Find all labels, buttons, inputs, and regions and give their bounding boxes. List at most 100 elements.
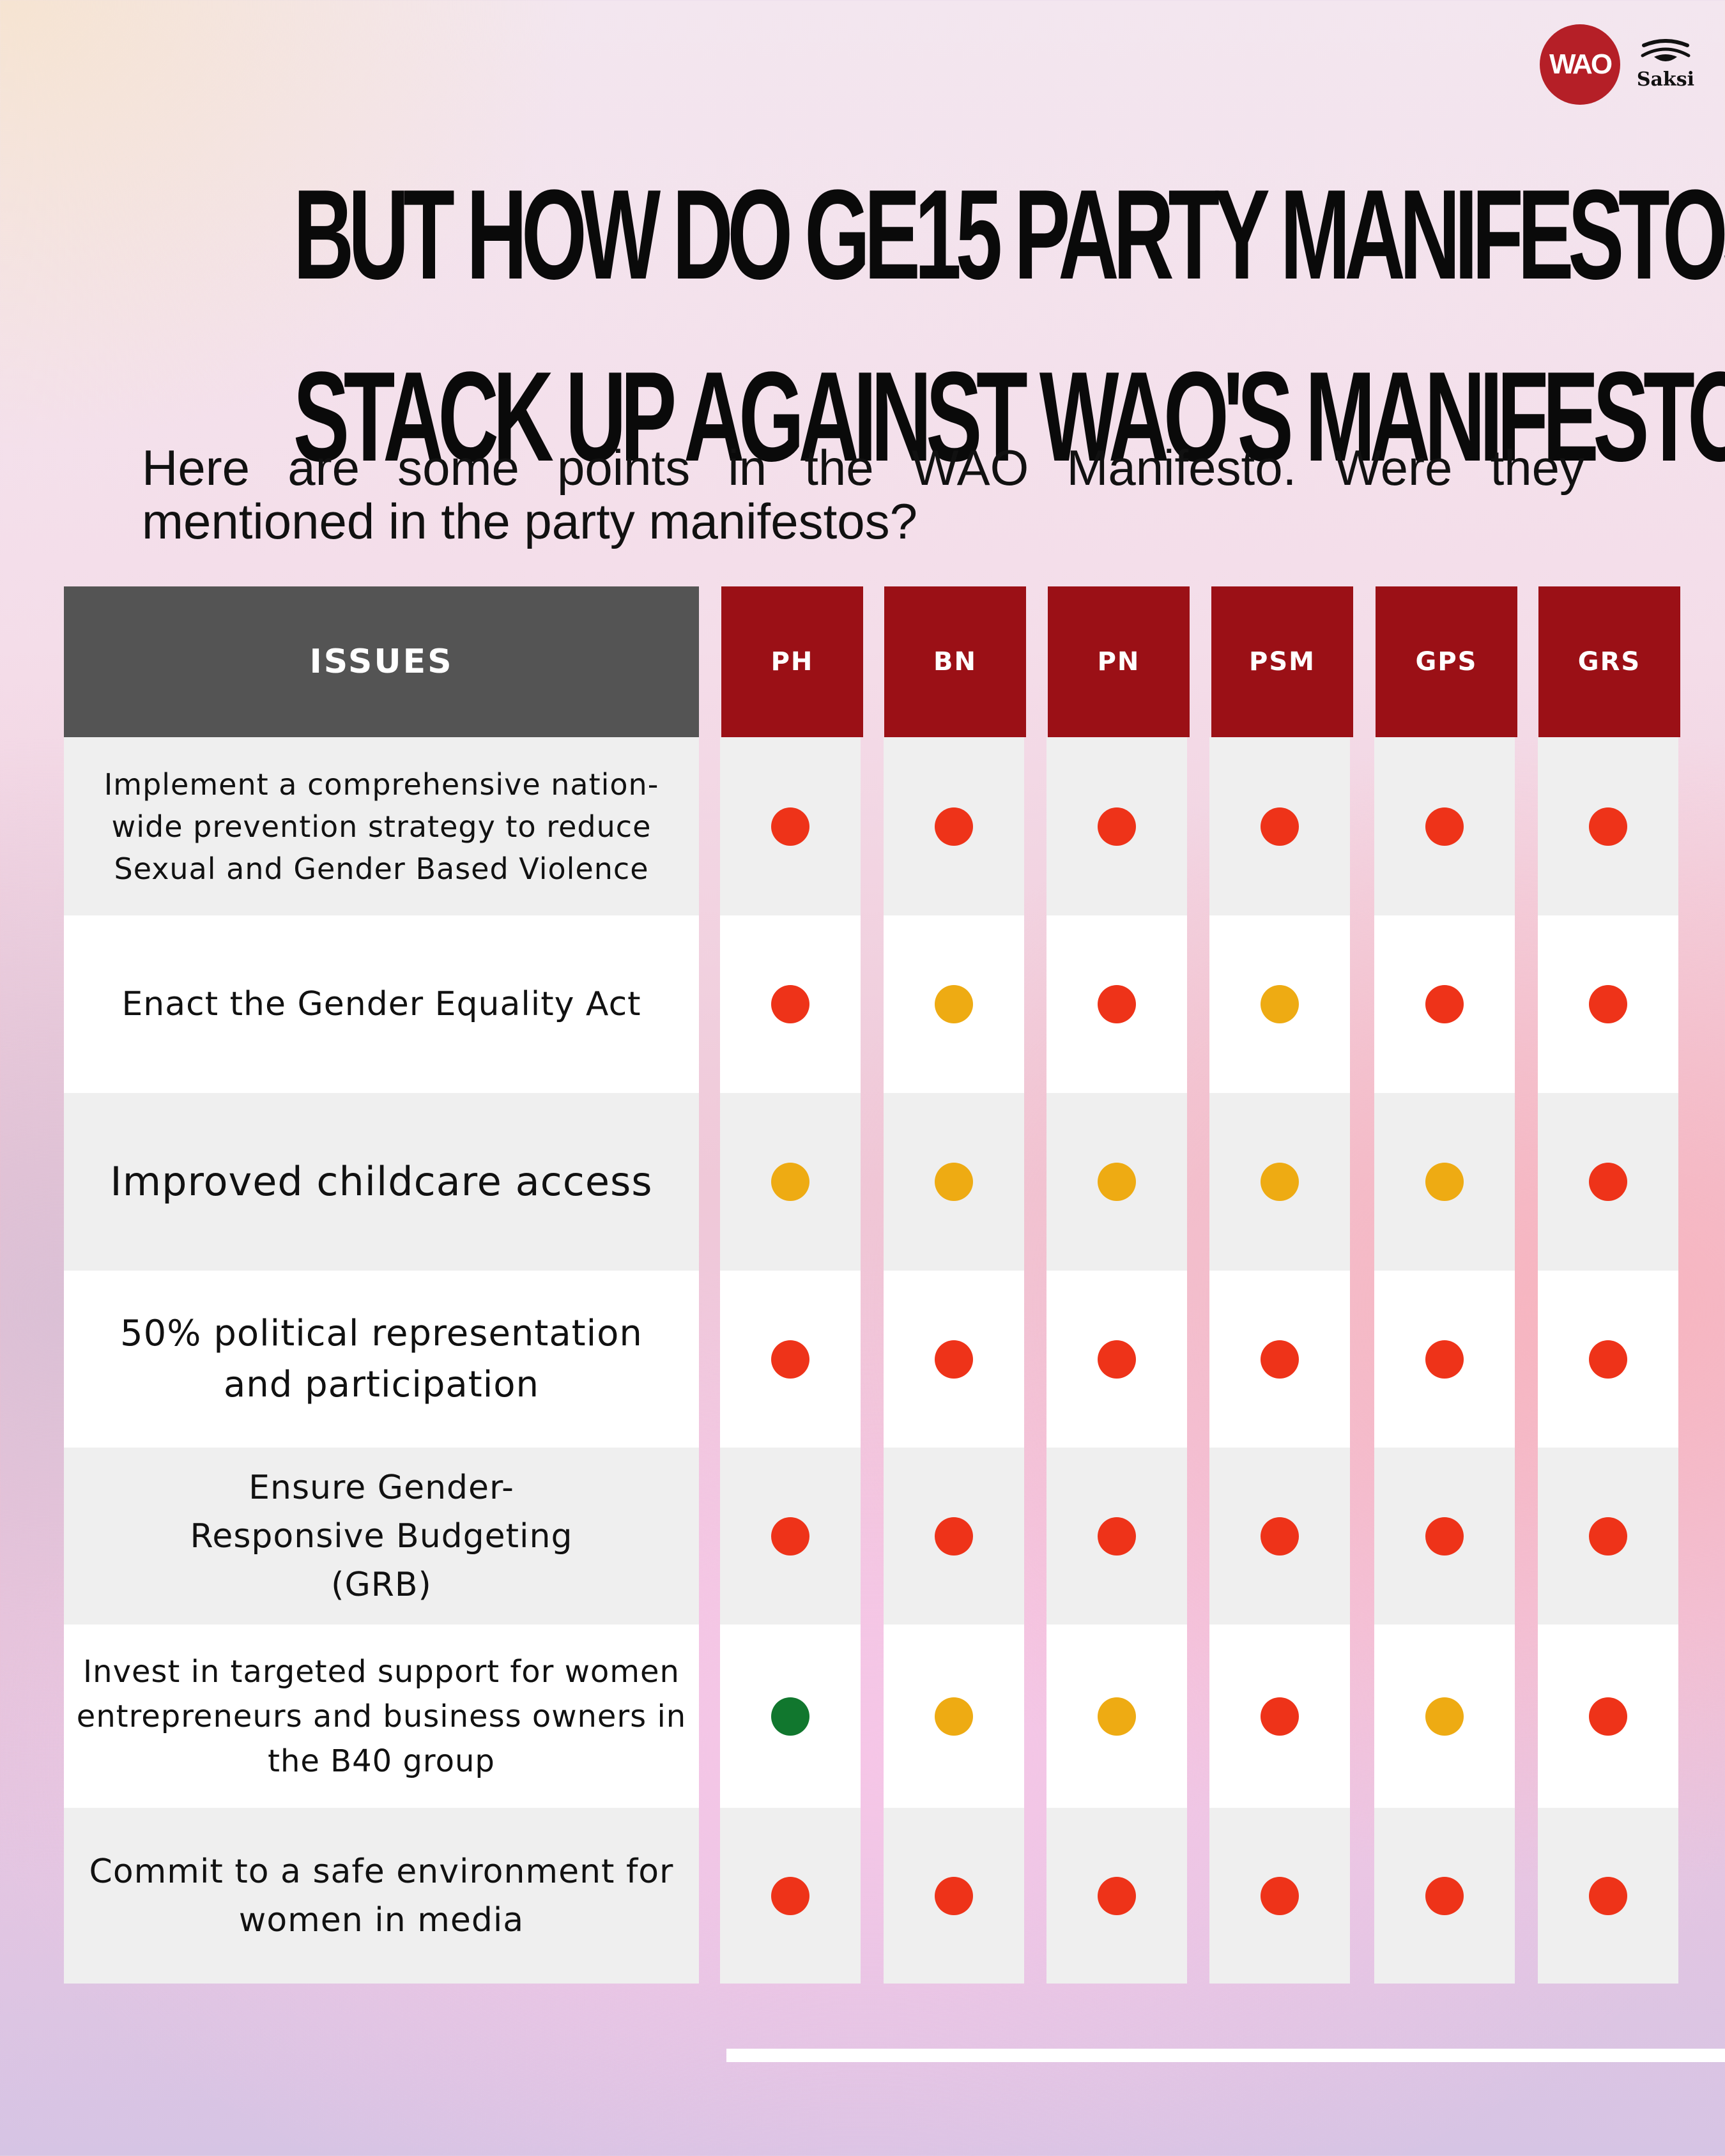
- status-cell-pn: [1046, 737, 1187, 915]
- status-cell-ph: [720, 1271, 861, 1448]
- status-dot-red: [1589, 1697, 1627, 1736]
- issue-text: 50% political representation and partici…: [120, 1312, 643, 1405]
- issue-cell: Commit to a safe environment for women i…: [64, 1808, 699, 1984]
- issue-cell: Ensure Gender-Responsive Budgeting (GRB): [64, 1448, 699, 1625]
- status-cell-bn: [884, 1271, 1024, 1448]
- status-cell-pn: [1046, 1271, 1187, 1448]
- status-cell-psm: [1209, 1625, 1350, 1808]
- status-cell-grs: [1538, 1271, 1678, 1448]
- saksi-logo-text: Saksi: [1636, 68, 1694, 91]
- status-cell-pn: [1046, 1625, 1187, 1808]
- status-dot-red: [1589, 1876, 1627, 1915]
- issue-cell: 50% political representation and partici…: [64, 1271, 699, 1448]
- issue-text: Improved childcare access: [110, 1158, 653, 1205]
- status-cell-pn: [1046, 1448, 1187, 1625]
- status-dot-red: [1425, 807, 1464, 846]
- status-cell-grs: [1538, 737, 1678, 915]
- status-cell-psm: [1209, 737, 1350, 915]
- status-dot-red: [935, 1876, 973, 1915]
- issue-text: Ensure Gender-Responsive Budgeting (GRB): [190, 1468, 573, 1604]
- status-dot-red: [1425, 1517, 1464, 1556]
- status-dot-red: [935, 807, 973, 846]
- status-dot-red: [771, 807, 809, 846]
- status-cell-ph: [720, 1625, 861, 1808]
- issue-text: Commit to a safe environment for women i…: [89, 1852, 674, 1939]
- status-dot-red: [1589, 1340, 1627, 1379]
- status-cell-pn: [1046, 1808, 1187, 1984]
- status-dot-red: [935, 1340, 973, 1379]
- issue-text: Invest in targeted support for women ent…: [76, 1653, 687, 1779]
- status-dot-red: [771, 1876, 809, 1915]
- status-dot-red: [1261, 1340, 1299, 1379]
- status-cell-bn: [884, 1625, 1024, 1808]
- wao-logo-text: WAO: [1549, 49, 1612, 80]
- status-cell-grs: [1538, 1625, 1678, 1808]
- status-dot-yellow: [935, 1163, 973, 1201]
- status-dot-yellow: [771, 1163, 809, 1201]
- status-dot-yellow: [935, 985, 973, 1023]
- status-cell-ph: [720, 1448, 861, 1625]
- status-cell-gps: [1374, 737, 1515, 915]
- status-dot-red: [1425, 1340, 1464, 1379]
- status-cell-ph: [720, 1093, 861, 1271]
- status-dot-yellow: [1261, 985, 1299, 1023]
- status-dot-yellow: [1425, 1163, 1464, 1201]
- status-dot-yellow: [1098, 1697, 1136, 1736]
- status-dot-red: [935, 1517, 973, 1556]
- status-dot-red: [1098, 1340, 1136, 1379]
- party-header-ph: PH: [721, 586, 863, 737]
- status-cell-gps: [1374, 1271, 1515, 1448]
- party-header-psm: PSM: [1211, 586, 1353, 737]
- status-dot-red: [771, 1517, 809, 1556]
- status-cell-pn: [1046, 915, 1187, 1093]
- status-dot-red: [1098, 985, 1136, 1023]
- issue-cell: Invest in targeted support for women ent…: [64, 1625, 699, 1808]
- party-header-bn: BN: [884, 586, 1026, 737]
- saksi-logo: Saksi: [1636, 38, 1694, 91]
- status-cell-gps: [1374, 1093, 1515, 1271]
- status-cell-bn: [884, 1808, 1024, 1984]
- status-cell-psm: [1209, 1271, 1350, 1448]
- status-dot-red: [1589, 807, 1627, 846]
- status-dot-red: [771, 985, 809, 1023]
- issues-header: ISSUES: [64, 586, 699, 737]
- status-cell-bn: [884, 915, 1024, 1093]
- logos: WAO Saksi: [1539, 24, 1694, 105]
- status-cell-ph: [720, 737, 861, 915]
- status-dot-red: [1589, 985, 1627, 1023]
- eye-icon: [1641, 38, 1690, 61]
- status-cell-grs: [1538, 1448, 1678, 1625]
- status-cell-bn: [884, 1448, 1024, 1625]
- status-dot-red: [1261, 1876, 1299, 1915]
- wao-logo: WAO: [1539, 24, 1620, 105]
- status-dot-red: [1425, 1876, 1464, 1915]
- status-cell-psm: [1209, 1808, 1350, 1984]
- status-cell-grs: [1538, 915, 1678, 1093]
- status-dot-red: [771, 1340, 809, 1379]
- status-dot-red: [1261, 1517, 1299, 1556]
- status-dot-red: [1589, 1517, 1627, 1556]
- status-cell-ph: [720, 1808, 861, 1984]
- status-dot-red: [1261, 1697, 1299, 1736]
- status-cell-psm: [1209, 915, 1350, 1093]
- issue-text: Implement a comprehensive nation-wide pr…: [103, 767, 659, 886]
- status-dot-yellow: [1261, 1163, 1299, 1201]
- status-dot-red: [1098, 1517, 1136, 1556]
- decorative-divider: [726, 2049, 1725, 2062]
- status-dot-yellow: [1425, 1697, 1464, 1736]
- party-header-grs: GRS: [1538, 586, 1680, 737]
- issue-cell: Improved childcare access: [64, 1093, 699, 1271]
- status-cell-bn: [884, 1093, 1024, 1271]
- status-dot-yellow: [935, 1697, 973, 1736]
- issue-cell: Enact the Gender Equality Act: [64, 915, 699, 1093]
- issue-cell: Implement a comprehensive nation-wide pr…: [64, 737, 699, 915]
- status-cell-grs: [1538, 1808, 1678, 1984]
- status-cell-gps: [1374, 1448, 1515, 1625]
- party-header-gps: GPS: [1376, 586, 1517, 737]
- issue-text: Enact the Gender Equality Act: [121, 985, 641, 1023]
- status-dot-red: [1589, 1163, 1627, 1201]
- party-header-pn: PN: [1048, 586, 1190, 737]
- status-dot-green: [771, 1697, 809, 1736]
- status-dot-red: [1098, 1876, 1136, 1915]
